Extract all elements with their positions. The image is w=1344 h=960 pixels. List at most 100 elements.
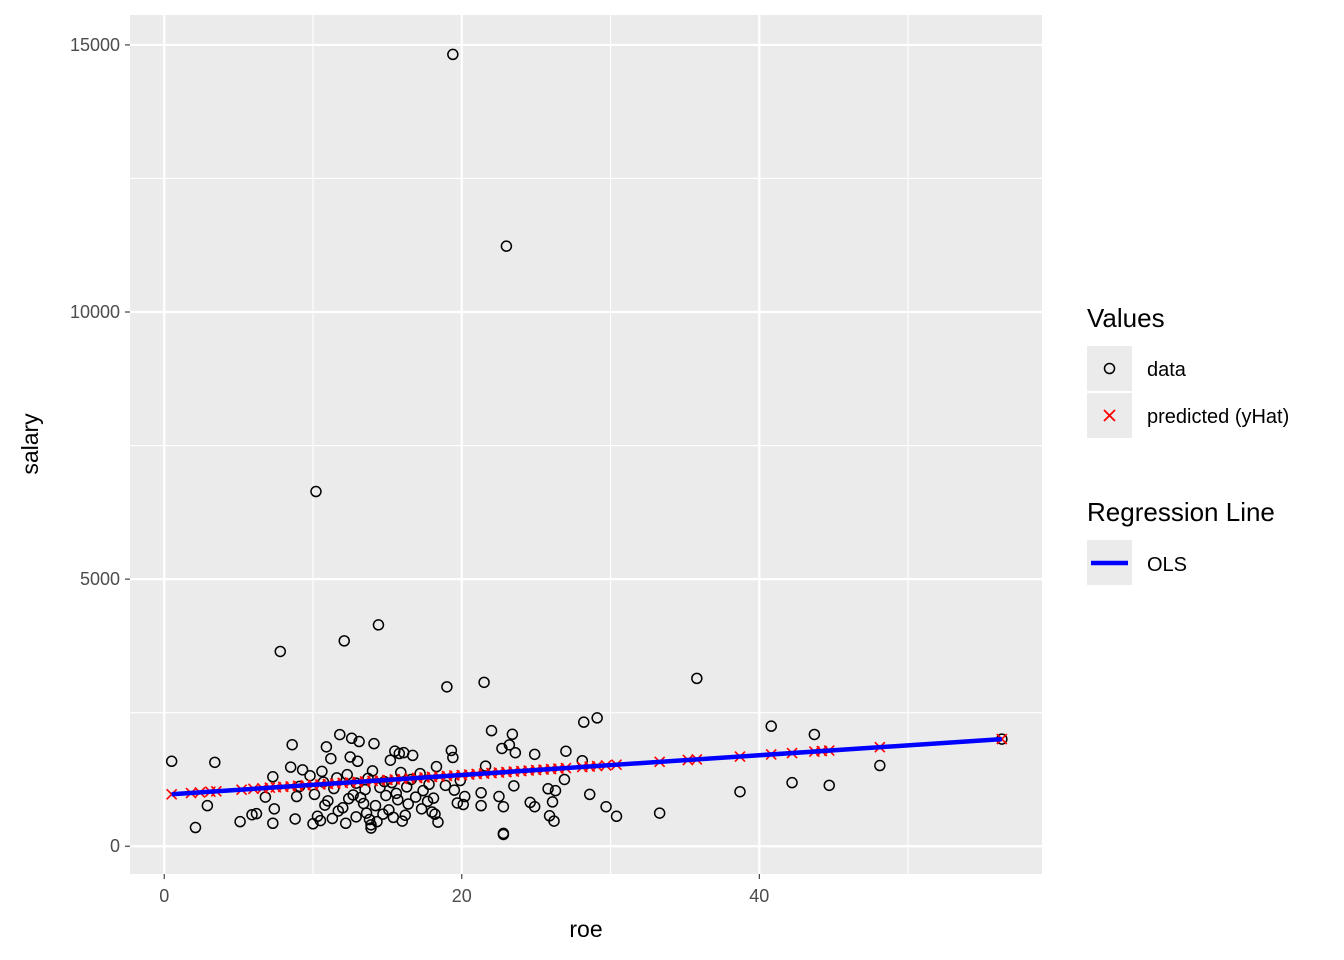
data-point xyxy=(546,796,559,808)
ols-regression-line xyxy=(171,736,1002,797)
y-tick-label: 0 xyxy=(110,836,120,856)
data-point xyxy=(549,784,562,797)
data-point xyxy=(421,795,434,808)
data-point xyxy=(528,748,541,761)
data-point xyxy=(290,790,303,803)
data-point xyxy=(558,773,571,786)
data-point xyxy=(296,764,309,776)
data-point xyxy=(406,749,419,762)
data-point xyxy=(426,806,438,818)
data-point xyxy=(432,816,444,828)
data-point xyxy=(508,780,520,792)
data-point xyxy=(506,728,519,741)
data-point xyxy=(345,732,358,745)
data-point xyxy=(339,817,352,830)
data-point xyxy=(314,814,327,827)
data-point xyxy=(284,761,297,773)
data-point xyxy=(274,645,287,658)
data-point xyxy=(445,744,458,757)
data-point xyxy=(189,821,202,834)
data-point xyxy=(319,799,331,811)
data-point xyxy=(201,799,214,812)
data-point xyxy=(402,798,414,810)
data-point xyxy=(493,790,505,803)
data-point xyxy=(334,728,346,741)
data-point xyxy=(542,783,554,795)
data-point xyxy=(610,810,623,823)
data-point xyxy=(250,807,263,820)
data-point xyxy=(369,799,382,812)
data-point xyxy=(392,793,404,806)
data-point xyxy=(409,791,422,803)
grid-minor xyxy=(130,15,1042,874)
data-point xyxy=(528,800,541,813)
data-point xyxy=(360,807,373,819)
y-tick-label: 5000 xyxy=(80,569,120,589)
y-axis-title: salary xyxy=(17,413,43,475)
data-point xyxy=(380,789,392,802)
data-point xyxy=(429,808,441,820)
legend-title-regression: Regression Line xyxy=(1087,497,1275,527)
x-tick-label: 0 xyxy=(159,886,169,906)
data-point xyxy=(786,776,798,789)
data-point xyxy=(396,815,409,827)
data-point xyxy=(548,815,560,827)
data-point xyxy=(808,728,821,741)
data-point xyxy=(316,765,328,778)
data-point xyxy=(372,619,385,631)
data-point xyxy=(583,788,596,801)
data-point xyxy=(393,747,406,760)
data-point xyxy=(458,790,471,803)
data-point xyxy=(600,800,612,813)
data-point xyxy=(310,485,322,498)
data-point xyxy=(268,803,281,815)
legend-label-data: data xyxy=(1147,359,1187,381)
data-point xyxy=(325,752,337,765)
data-point xyxy=(475,799,487,812)
data-point xyxy=(234,815,246,828)
predicted-point xyxy=(996,733,1008,745)
data-point xyxy=(441,681,453,693)
data-point xyxy=(497,800,510,813)
data-point xyxy=(308,788,321,801)
legend-title-values: Values xyxy=(1087,303,1165,333)
data-point xyxy=(475,787,487,799)
data-point xyxy=(338,635,350,647)
data-point xyxy=(353,735,365,748)
data-point xyxy=(653,807,666,819)
y-tick-label: 10000 xyxy=(70,302,120,322)
data-point xyxy=(447,751,459,764)
data-point xyxy=(478,676,490,689)
data-point xyxy=(417,784,429,797)
data-point xyxy=(485,724,498,737)
x-tick-label: 40 xyxy=(749,886,769,906)
x-axis-title: roe xyxy=(569,916,602,942)
legend-label-predicted: predicted (yHat) xyxy=(1147,406,1289,428)
data-point xyxy=(691,672,703,685)
data-point xyxy=(326,812,339,825)
data-point xyxy=(384,754,397,766)
data-point xyxy=(448,784,461,796)
data-point xyxy=(439,779,452,792)
y-tick-label: 15000 xyxy=(70,35,120,55)
data-point xyxy=(578,716,590,728)
data-point xyxy=(415,803,428,815)
data-point xyxy=(447,48,459,61)
data-point xyxy=(390,787,403,800)
data-point xyxy=(307,818,319,830)
legend: Values data predicted (yHat) Regression … xyxy=(1087,303,1289,585)
data-point xyxy=(332,805,345,817)
regression-line-layer xyxy=(171,736,1002,797)
data-point xyxy=(165,755,178,768)
legend-label-ols: OLS xyxy=(1147,554,1187,576)
data-point xyxy=(286,738,298,751)
grid-major xyxy=(130,15,1042,874)
data-point xyxy=(377,808,389,820)
data-points-layer xyxy=(165,48,1008,841)
data-point xyxy=(451,797,464,809)
data-point xyxy=(497,828,510,841)
axes-layer: 0 20 40 0 5000 10000 15000 xyxy=(70,35,769,906)
data-point xyxy=(368,737,380,750)
data-point xyxy=(354,791,367,804)
